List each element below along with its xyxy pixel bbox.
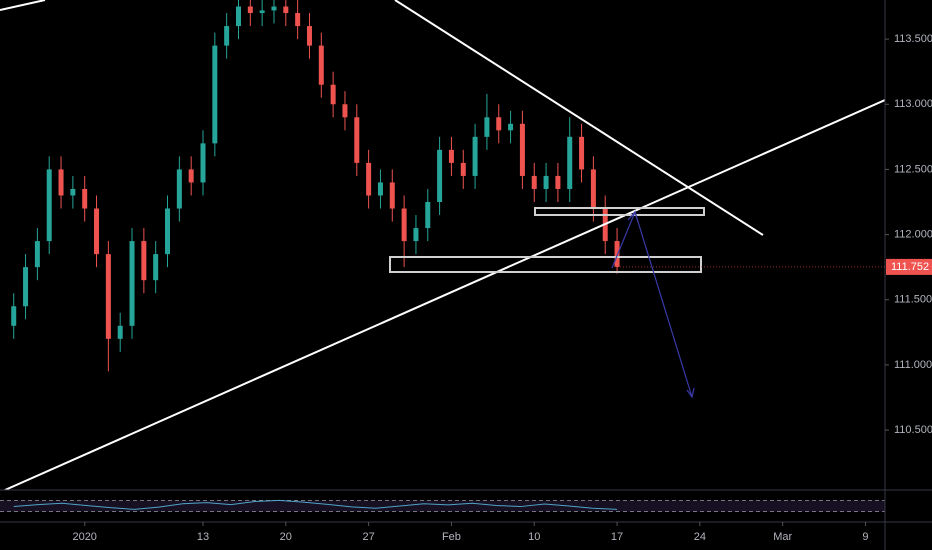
candle-body bbox=[484, 117, 490, 137]
last-price-box bbox=[886, 258, 932, 275]
y-tick-label: 112.500 bbox=[894, 163, 932, 175]
candle-body bbox=[224, 26, 230, 46]
drawings bbox=[0, 0, 885, 490]
band-fill bbox=[0, 500, 885, 512]
trend-line bbox=[4, 99, 885, 490]
candle-body bbox=[46, 169, 52, 242]
candle-body bbox=[567, 136, 573, 189]
x-tick-label: 13 bbox=[197, 531, 209, 543]
x-tick-label: 27 bbox=[362, 531, 374, 543]
axes: 113.500 113.000 112.500 112.000 111.500 111.0… bbox=[72, 33, 932, 543]
y-tick-label: 113.500 bbox=[894, 33, 932, 45]
candle-body bbox=[460, 162, 466, 176]
candle-body bbox=[235, 6, 241, 27]
candle-body bbox=[531, 175, 537, 189]
x-tick-label: 24 bbox=[694, 531, 706, 543]
candle-body bbox=[212, 45, 218, 144]
candle-body bbox=[23, 267, 29, 307]
candle-body bbox=[508, 123, 514, 131]
x-tick-label: 9 bbox=[862, 531, 868, 543]
candle-body bbox=[141, 241, 147, 281]
candle-body bbox=[472, 136, 478, 176]
candle-body bbox=[401, 208, 407, 242]
candle-body bbox=[271, 6, 277, 11]
candle-body bbox=[94, 208, 100, 255]
candle-body bbox=[188, 169, 194, 183]
trend-line bbox=[0, 0, 46, 11]
y-tick-label: 112.000 bbox=[894, 228, 932, 240]
candle-body bbox=[129, 241, 135, 326]
candle-body bbox=[496, 117, 502, 131]
candle-body bbox=[590, 169, 596, 209]
candle-body bbox=[555, 175, 561, 189]
candle-body bbox=[259, 10, 265, 14]
projection-arrow bbox=[611, 210, 693, 398]
arrow-head bbox=[627, 210, 639, 223]
last-price-label: 111.752 bbox=[891, 261, 929, 273]
candle-body bbox=[283, 6, 289, 14]
x-tick-label: 10 bbox=[528, 531, 540, 543]
trend-line bbox=[394, 0, 764, 236]
plot-area bbox=[11, 0, 620, 372]
y-tick-label: 111.000 bbox=[894, 359, 932, 371]
candle-body bbox=[425, 201, 431, 229]
candle-body bbox=[377, 182, 383, 196]
y-tick-label: 113.000 bbox=[894, 98, 932, 110]
y-tick-label: 110.500 bbox=[894, 424, 932, 436]
y-tick-label: 111.500 bbox=[894, 294, 932, 306]
candle-body bbox=[413, 228, 419, 242]
x-tick-label: Feb bbox=[442, 531, 461, 543]
candle-body bbox=[34, 241, 40, 268]
candle-body bbox=[519, 123, 525, 176]
candle-body bbox=[247, 6, 253, 14]
candle-body bbox=[579, 136, 585, 170]
candle-body bbox=[318, 45, 324, 85]
oscillator-line bbox=[13, 499, 618, 510]
candle-body bbox=[543, 175, 549, 189]
candle-body bbox=[295, 13, 301, 27]
candle-body bbox=[354, 117, 360, 163]
candle-body bbox=[200, 143, 206, 183]
candle-body bbox=[70, 188, 76, 196]
candle-body bbox=[342, 104, 348, 118]
x-tick-label: 17 bbox=[611, 531, 623, 543]
candle-body bbox=[11, 306, 17, 326]
candle-body bbox=[389, 182, 395, 209]
candle-body bbox=[330, 84, 336, 105]
candle-body bbox=[614, 241, 620, 267]
x-tick-label: 20 bbox=[280, 531, 292, 543]
candle-body bbox=[58, 169, 64, 196]
candle-body bbox=[82, 188, 88, 209]
arrow-head bbox=[686, 387, 695, 399]
candle-body bbox=[105, 254, 111, 339]
x-tick-label: 2020 bbox=[72, 531, 96, 543]
candle-body bbox=[448, 149, 454, 163]
candle-body bbox=[437, 149, 443, 202]
candle-body bbox=[117, 325, 123, 339]
x-tick-label: Mar bbox=[773, 531, 792, 543]
zone-box bbox=[389, 256, 702, 273]
oscillator-pane bbox=[0, 499, 885, 513]
candle-body bbox=[153, 254, 159, 281]
candle-body bbox=[366, 162, 372, 196]
candle-body bbox=[176, 169, 182, 209]
candle-body bbox=[306, 26, 312, 46]
zone-box bbox=[534, 207, 705, 216]
candle-body bbox=[165, 208, 171, 255]
